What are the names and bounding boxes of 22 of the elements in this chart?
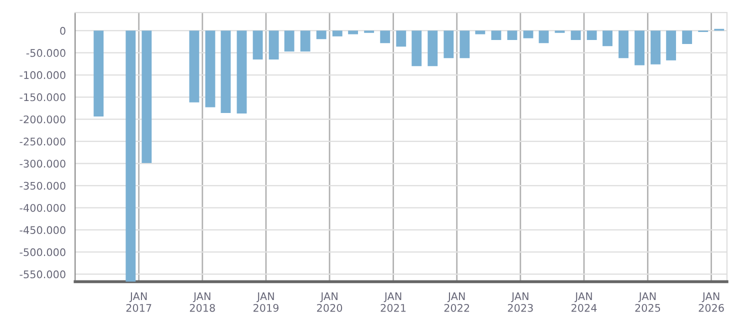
x-tick-label: JAN 2024 bbox=[571, 292, 597, 312]
y-tick-label: -550.000 bbox=[20, 270, 66, 278]
y-tick-label: -250.000 bbox=[20, 138, 66, 146]
x-tick-label: JAN 2019 bbox=[253, 292, 278, 312]
x-tick-label: JAN 2025 bbox=[635, 292, 660, 312]
y-tick-label: -450.000 bbox=[20, 226, 66, 234]
y-tick-label: -50.000 bbox=[26, 49, 66, 57]
y-tick-label: -150.000 bbox=[20, 93, 66, 102]
x-tick-label: JAN 2026 bbox=[698, 292, 724, 312]
x-tick-label: JAN 2021 bbox=[380, 292, 406, 312]
x-tick-label: JAN 2022 bbox=[444, 292, 470, 312]
y-tick-label: -200.000 bbox=[20, 115, 66, 124]
x-tick-label: JAN 2020 bbox=[317, 292, 342, 312]
y-tick-label: -500.000 bbox=[20, 248, 66, 256]
x-tick-label: JAN 2017 bbox=[126, 292, 152, 312]
x-tick-label: JAN 2023 bbox=[508, 292, 533, 312]
y-tick-label: 0 bbox=[60, 26, 66, 35]
x-tick-label: JAN 2018 bbox=[190, 292, 215, 312]
y-tick-label: -400.000 bbox=[20, 204, 66, 212]
y-tick-label: -350.000 bbox=[20, 182, 66, 190]
y-tick-label: -100.000 bbox=[20, 71, 66, 80]
y-tick-label: -300.000 bbox=[20, 160, 66, 168]
